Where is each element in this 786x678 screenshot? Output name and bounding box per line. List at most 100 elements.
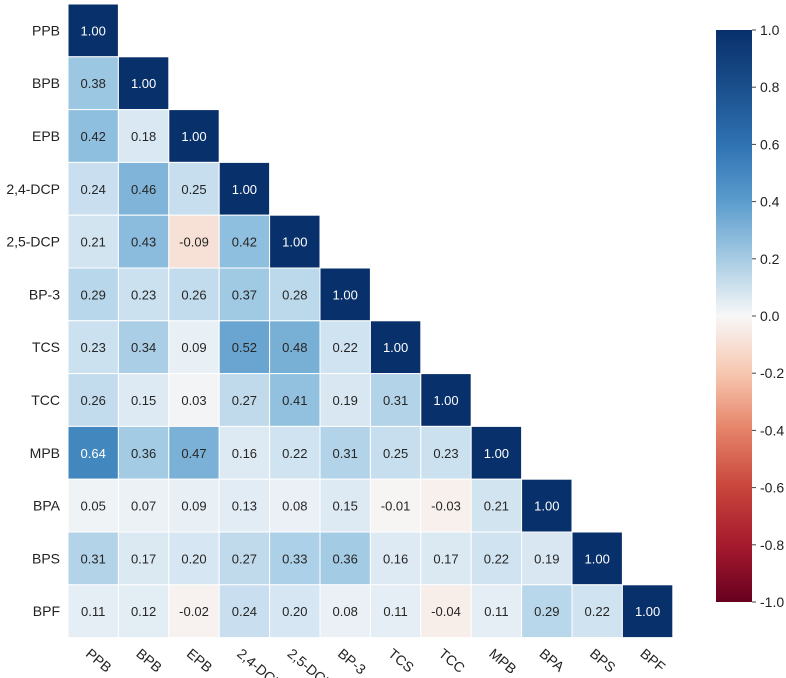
cell-value-label: 0.22 xyxy=(484,551,509,566)
cell-value-label: 0.12 xyxy=(131,604,156,619)
heatmap-cell xyxy=(168,478,220,533)
heatmap-cell xyxy=(117,320,170,375)
row-label: BPB xyxy=(32,75,60,91)
cell-value-label: 0.23 xyxy=(81,340,106,355)
cell-value-label: 0.25 xyxy=(181,182,206,197)
heatmap-cell xyxy=(420,373,472,427)
row-label: BP-3 xyxy=(29,286,60,302)
cell-value-label: 0.28 xyxy=(282,287,307,302)
row-label: BPF xyxy=(33,603,60,619)
cell-value-label: 0.07 xyxy=(131,499,156,514)
cell-value-label: 0.21 xyxy=(484,499,509,514)
cell-value-label: 0.05 xyxy=(81,499,106,514)
cell-value-label: 0.42 xyxy=(81,129,106,144)
cell-value-label: 0.16 xyxy=(383,551,408,566)
cell-value-label: 1.00 xyxy=(585,551,610,566)
colorbar-tick-label: -0.8 xyxy=(760,537,784,553)
row-label: TCC xyxy=(31,392,60,408)
heatmap-cell xyxy=(67,56,119,111)
row-label: BPA xyxy=(33,498,61,514)
heatmap-cell xyxy=(369,584,422,639)
column-label: 2,4-DCP xyxy=(234,645,285,678)
row-label: 2,4-DCP xyxy=(6,181,60,197)
heatmap-cell xyxy=(218,531,271,586)
cell-value-label: 0.19 xyxy=(534,551,559,566)
column-label: BPA xyxy=(537,645,568,675)
cell-value-label: 0.16 xyxy=(232,446,257,461)
heatmap-cell xyxy=(521,478,573,533)
cell-value-label: 0.24 xyxy=(232,604,257,619)
cell-value-label: 0.41 xyxy=(282,393,307,408)
cell-value-label: 0.29 xyxy=(534,604,559,619)
cell-value-label: 0.22 xyxy=(282,446,307,461)
heatmap-cell xyxy=(621,584,674,639)
cell-value-label: 0.19 xyxy=(333,393,358,408)
row-label: MPB xyxy=(30,445,60,461)
heatmap-cell xyxy=(67,3,119,58)
heatmap-cell xyxy=(319,584,371,639)
cell-value-label: 0.26 xyxy=(81,393,106,408)
cell-value-label: 0.43 xyxy=(131,235,156,250)
cell-value-label: 0.08 xyxy=(282,499,307,514)
cell-value-label: 1.00 xyxy=(333,287,358,302)
colorbar: 1.0 0.8 0.6 0.4 0.2 0.0 -0.2 -0.4 -0.6 -0.8 -1.0 xyxy=(716,22,784,610)
heatmap-cell xyxy=(571,531,623,586)
heatmap-cell xyxy=(67,320,119,375)
heatmap-cell xyxy=(218,161,271,216)
cell-value-label: -0.02 xyxy=(179,604,209,619)
row-label: EPB xyxy=(32,128,60,144)
column-label: 2,5-DCP xyxy=(285,645,336,678)
cell-value-label: 0.22 xyxy=(333,340,358,355)
heatmap-cell xyxy=(369,425,422,480)
column-label: EPB xyxy=(184,645,216,675)
row-labels: PPB BPB EPB 2,4-DCP 2,5-DCP BP-3 TCS TCC MPB BPA B… xyxy=(6,22,60,619)
cell-value-label: 0.31 xyxy=(383,393,408,408)
cell-value-label: 0.25 xyxy=(383,446,408,461)
colorbar-ticks: 1.0 0.8 0.6 0.4 0.2 0.0 -0.2 -0.4 -0.6 -0.8 -1.0 xyxy=(752,22,784,610)
heatmap-cell xyxy=(269,478,321,533)
colorbar-tick-label: -0.6 xyxy=(760,480,784,496)
colorbar-tick-label: -1.0 xyxy=(760,594,784,610)
cell-value-label: 0.23 xyxy=(433,446,458,461)
heatmap-cell xyxy=(218,214,271,269)
cell-value-label: 0.29 xyxy=(81,287,106,302)
cell-value-label: 0.38 xyxy=(81,76,106,91)
heatmap-cell xyxy=(420,584,472,639)
cell-value-label: 1.00 xyxy=(131,76,156,91)
cell-value-label: 0.34 xyxy=(131,340,156,355)
heatmap-cell xyxy=(117,161,170,216)
heatmap-cell xyxy=(117,56,170,111)
cell-value-label: 0.27 xyxy=(232,551,257,566)
heatmap-cell xyxy=(470,584,523,639)
heatmap-cell xyxy=(117,584,170,639)
cell-value-label: 0.03 xyxy=(181,393,206,408)
heatmap-cells: 1.00 0.38 1.00 0.42 0.18 1.00 0.24 0.46 0.25 1.00… xyxy=(67,3,674,639)
heatmap-cell xyxy=(168,584,220,639)
cell-value-label: 0.09 xyxy=(181,340,206,355)
heatmap-cell xyxy=(269,267,321,322)
heatmap-cell xyxy=(218,267,271,322)
heatmap-cell xyxy=(218,425,271,480)
cell-value-label: -0.01 xyxy=(381,499,411,514)
cell-value-label: 0.17 xyxy=(131,551,156,566)
heatmap-cell xyxy=(319,531,371,586)
heatmap-cell xyxy=(117,267,170,322)
colorbar-tick-label: 0.2 xyxy=(760,251,780,267)
colorbar-tick-label: -0.4 xyxy=(760,422,784,438)
cell-value-label: 0.15 xyxy=(333,499,358,514)
heatmap-cell xyxy=(218,478,271,533)
cell-value-label: 0.11 xyxy=(383,604,407,619)
heatmap-cell xyxy=(470,531,523,586)
cell-value-label: 1.00 xyxy=(534,499,559,514)
cell-value-label: 0.11 xyxy=(81,604,105,619)
heatmap-cell xyxy=(319,320,371,375)
cell-value-label: 1.00 xyxy=(383,340,408,355)
cell-value-label: 0.20 xyxy=(181,551,206,566)
column-label: TCC xyxy=(436,645,468,676)
cell-value-label: 0.33 xyxy=(282,551,307,566)
column-label: BPB xyxy=(133,645,165,675)
cell-value-label: 0.24 xyxy=(81,182,106,197)
heatmap-cell xyxy=(168,267,220,322)
heatmap-cell xyxy=(420,478,472,533)
colorbar-tick-label: 1.0 xyxy=(760,22,780,38)
